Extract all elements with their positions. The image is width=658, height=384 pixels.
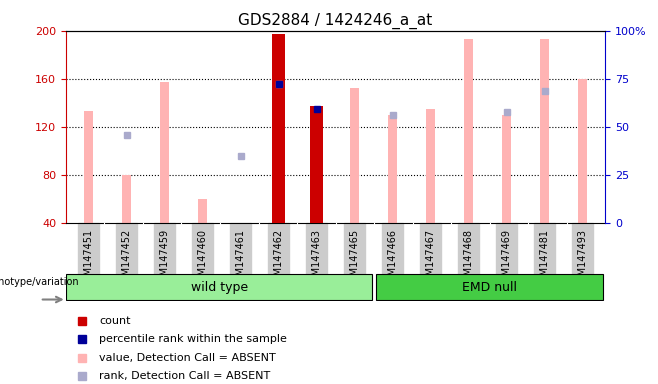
Bar xyxy=(310,106,323,223)
Bar xyxy=(198,199,207,223)
Text: count: count xyxy=(99,316,130,326)
Bar xyxy=(578,79,588,223)
Text: genotype/variation: genotype/variation xyxy=(0,277,79,287)
Bar xyxy=(160,82,169,223)
Bar xyxy=(540,39,549,223)
Text: percentile rank within the sample: percentile rank within the sample xyxy=(99,334,287,344)
Text: value, Detection Call = ABSENT: value, Detection Call = ABSENT xyxy=(99,353,276,363)
Bar xyxy=(84,111,93,223)
Text: rank, Detection Call = ABSENT: rank, Detection Call = ABSENT xyxy=(99,371,270,381)
Bar xyxy=(122,175,132,223)
Bar xyxy=(350,88,359,223)
Bar xyxy=(66,274,372,300)
Text: EMD null: EMD null xyxy=(462,281,517,293)
Bar xyxy=(272,34,285,223)
Bar xyxy=(426,109,436,223)
Bar xyxy=(502,115,511,223)
Bar xyxy=(376,274,603,300)
Text: wild type: wild type xyxy=(191,281,249,293)
Bar xyxy=(464,39,473,223)
Title: GDS2884 / 1424246_a_at: GDS2884 / 1424246_a_at xyxy=(238,13,433,29)
Bar xyxy=(388,115,397,223)
